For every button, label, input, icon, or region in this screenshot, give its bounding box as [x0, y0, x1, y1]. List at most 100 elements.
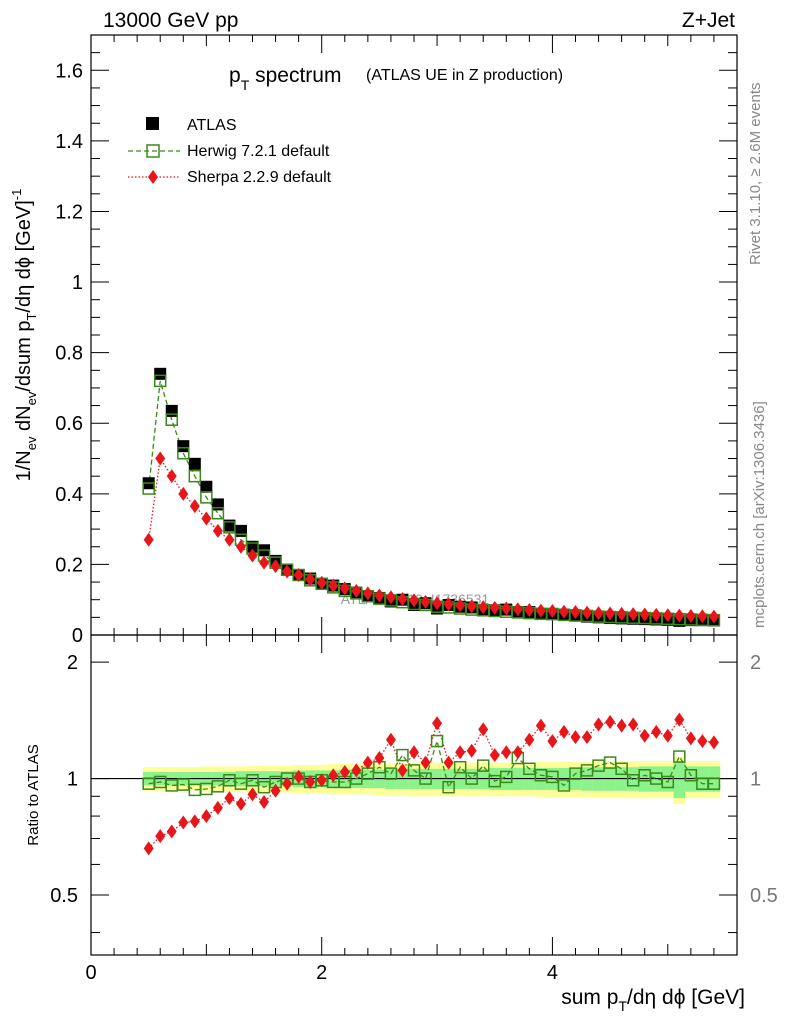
sherpa-ratio-point [570, 730, 581, 745]
sherpa-ratio-point [708, 735, 719, 750]
rivet-version-label: Rivet 3.1.10, ≥ 2.6M events [747, 83, 764, 266]
sherpa-ratio-point [639, 728, 650, 743]
sherpa-main-point [512, 602, 523, 617]
herwig-ratio-point [453, 760, 467, 774]
x-axis-label: sum pT/dη dϕ [GeV] [561, 986, 745, 1014]
sherpa-ratio-point [212, 800, 223, 815]
herwig-main-point [177, 446, 190, 460]
legend-atlas-marker [146, 117, 159, 130]
ratio-y-tick-label: 2 [67, 652, 78, 674]
sherpa-ratio-point [443, 755, 454, 770]
sherpa-ratio-point [616, 718, 627, 733]
herwig-main-point [188, 469, 202, 483]
sherpa-ratio-point [455, 745, 466, 760]
sherpa-main-point [201, 511, 212, 526]
herwig-ratio-point [500, 770, 513, 784]
sherpa-main-point [639, 607, 650, 622]
sherpa-main-point [616, 606, 627, 621]
sherpa-ratio-point [478, 722, 489, 737]
ratio-y-axis-label: Ratio to ATLAS [25, 744, 42, 845]
sherpa-main-point [270, 559, 281, 574]
sherpa-main-point [524, 602, 535, 617]
sherpa-ratio-point [512, 745, 523, 760]
herwig-ratio-point [673, 750, 686, 763]
sherpa-ratio-point [362, 755, 373, 770]
sherpa-main-point [455, 598, 466, 613]
sherpa-main-point [143, 532, 154, 547]
sherpa-main-point [178, 486, 189, 501]
herwig-ratio-point [546, 770, 559, 784]
sherpa-main-point [697, 609, 708, 624]
sherpa-main-point [593, 606, 604, 621]
herwig-ratio-point [557, 779, 571, 792]
sherpa-ratio-point [293, 769, 304, 784]
ratio-y-tick-label: 0.5 [50, 885, 78, 907]
sherpa-main-point [351, 583, 362, 598]
herwig-main-point [211, 506, 225, 520]
atlas-main-point [188, 457, 201, 470]
sherpa-main-point [605, 606, 616, 621]
atlas-main-point [234, 524, 247, 537]
herwig-ratio-point [442, 780, 455, 794]
sherpa-main-point [259, 555, 270, 570]
sherpa-ratio-point [697, 734, 708, 749]
y-tick-label: 1 [72, 272, 83, 294]
sherpa-main-point [582, 605, 593, 620]
sherpa-ratio-point [466, 743, 477, 758]
sherpa-main-point [489, 600, 500, 615]
legend-sherpa-marker [148, 170, 158, 184]
legend-atlas-label: ATLAS [187, 117, 237, 134]
atlas-main-point [165, 404, 178, 417]
herwig-ratio-point [661, 775, 675, 789]
y-tick-label: 0.4 [55, 484, 83, 506]
herwig-main-point [142, 482, 155, 495]
y-tick-label: 1.2 [55, 201, 83, 223]
sherpa-main-point [385, 590, 396, 605]
main-series-layer [142, 367, 721, 627]
sherpa-main-point [478, 600, 489, 615]
y-tick-label: 1.4 [55, 131, 83, 153]
band-inner-segment [673, 761, 686, 799]
sherpa-main-point [547, 604, 558, 618]
sherpa-main-point [328, 578, 339, 593]
sherpa-main-point [501, 601, 512, 616]
sherpa-main-point [316, 575, 327, 590]
herwig-main-point [153, 374, 167, 388]
sherpa-main-point [570, 605, 581, 620]
sherpa-ratio-point [685, 731, 696, 746]
herwig-ratio-point [523, 762, 536, 776]
sherpa-main-point [235, 539, 246, 554]
sherpa-ratio-point [605, 715, 616, 730]
legend-herwig-marker [146, 144, 160, 158]
herwig-ratio-point [246, 774, 259, 787]
process-label: Z+Jet [682, 9, 735, 32]
sherpa-ratio-point [397, 763, 408, 778]
sherpa-main-point [362, 586, 373, 601]
sherpa-main-point [651, 607, 662, 622]
herwig-ratio-point [430, 734, 444, 748]
sherpa-ratio-point [524, 732, 535, 747]
axis-ticks: 0 2 4 0 0.2 0.4 0.6 0.8 1 1.2 1.4 1.6 0.5 0.5 1 1 2 2 [50, 34, 778, 984]
sherpa-main-point [674, 608, 685, 623]
sherpa-ratio-point [409, 745, 419, 760]
x-tick-label: 4 [547, 962, 558, 984]
sherpa-ratio-point [305, 774, 316, 789]
sherpa-main-point [212, 523, 223, 538]
energy-label: 13000 GeV pp [103, 9, 238, 32]
herwig-ratio-point [684, 769, 698, 782]
mcplots-label: mcplots.cern.ch [arXiv:1306.3436] [751, 401, 768, 628]
sherpa-ratio-point [662, 728, 673, 743]
sherpa-main-point [685, 608, 696, 623]
sherpa-ratio-point [432, 716, 443, 731]
sherpa-ratio-point [558, 724, 569, 739]
legend: ATLAS Herwig 7.2.1 default Sherpa 2.2.9 … [128, 117, 332, 186]
y-tick-label: 0.2 [55, 554, 83, 576]
title-sub: T [241, 77, 250, 93]
sherpa-ratio-point [189, 814, 200, 829]
sherpa-ratio-point [166, 824, 177, 839]
sherpa-ratio-point [582, 730, 593, 745]
sherpa-ratio-point [224, 791, 235, 806]
y-tick-label: 0.8 [55, 343, 83, 365]
sherpa-ratio-point [535, 718, 546, 733]
sherpa-main-point [558, 604, 569, 619]
